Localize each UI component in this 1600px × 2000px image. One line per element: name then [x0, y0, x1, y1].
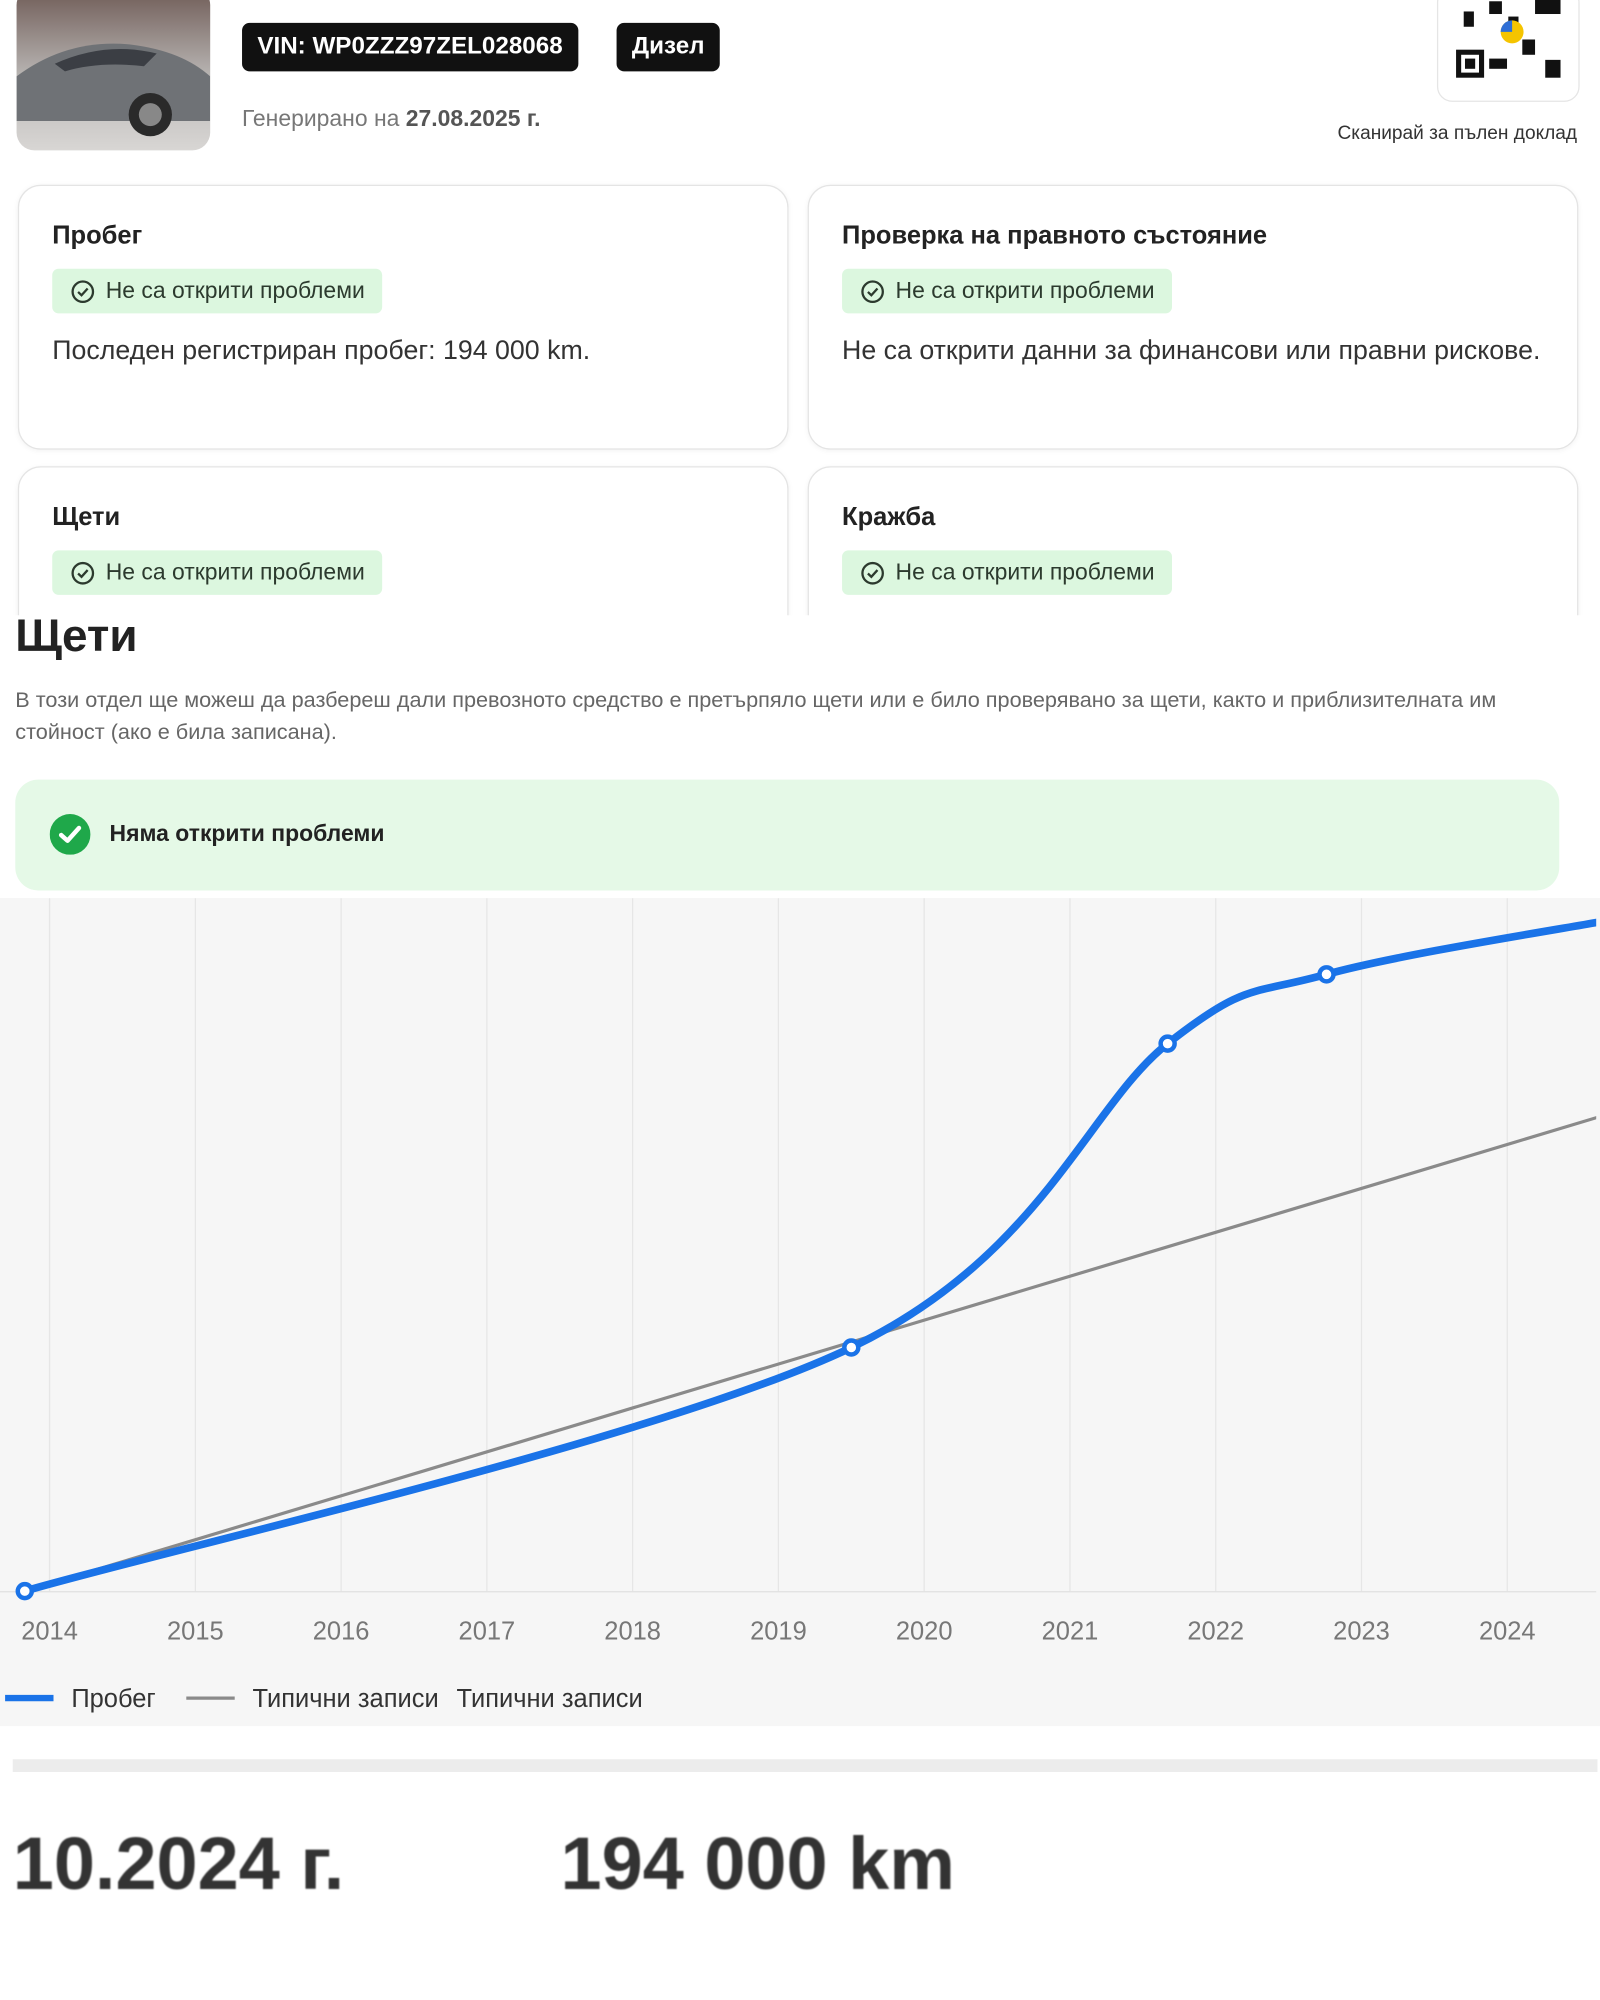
legend-label: Типични записи: [457, 1685, 643, 1713]
card-title: Кражба: [842, 503, 936, 532]
generated-label: Генерирано на: [242, 105, 400, 132]
data-point: [1317, 965, 1336, 984]
x-tick-label: 2023: [1333, 1618, 1390, 1646]
data-point: [15, 1581, 35, 1601]
x-tick-label: 2019: [750, 1618, 807, 1646]
summary-card: Пробег Не са открити проблеми Последен рег…: [17, 184, 789, 450]
car-illustration: [16, 43, 211, 137]
data-point: [842, 1338, 861, 1357]
divider: [12, 1759, 1598, 1772]
data-point: [1158, 1034, 1177, 1053]
check-icon: [71, 561, 95, 584]
x-tick-label: 2021: [1042, 1618, 1099, 1646]
check-icon: [71, 279, 95, 303]
vin-badge: VIN: WP0ZZZ97ZEL028068: [242, 22, 578, 72]
x-tick-label: 2024: [1479, 1618, 1536, 1646]
card-status: Не са открити проблеми: [52, 268, 383, 314]
qr-caption: Сканирай за пълен доклад: [1337, 122, 1578, 144]
card-status-text: Не са открити проблеми: [895, 277, 1155, 304]
x-tick-label: 2017: [459, 1618, 516, 1646]
card-status: Не са открити проблеми: [842, 550, 1173, 595]
series-line: [23, 918, 1597, 1595]
card-status-text: Не са открити проблеми: [105, 559, 365, 585]
generated: Генерирано на 27.08.2025 г.: [242, 106, 540, 133]
qr-pattern: [1453, 0, 1564, 88]
section-title: Щети: [15, 608, 138, 662]
card-title: Проверка на правното състояние: [842, 221, 1268, 250]
card-text: Не са открити данни за финансови или пра…: [842, 336, 1541, 366]
x-tick-label: 2015: [167, 1618, 224, 1646]
x-tick-label: 2018: [604, 1618, 661, 1646]
last-date: 10.2024 г.: [12, 1822, 345, 1906]
mileage-chart: 2014 2015 2016 2017 2018 2019 2020 2021 2022 2023…: [0, 898, 1600, 1727]
summary-card: Кражба Не са открити проблеми: [807, 466, 1579, 616]
summary-card: Проверка на правното състояние Не са откр…: [807, 184, 1579, 450]
status-text: Няма открити проблеми: [109, 820, 385, 846]
section-description: В този отдел ще можеш да разбереш дали п…: [15, 687, 1497, 744]
card-title: Пробег: [52, 221, 143, 250]
last-mileage: 194 000 km: [560, 1822, 955, 1906]
card-text: Последен регистриран пробег: 194 000 km.: [52, 336, 591, 366]
card-status: Не са открити проблеми: [842, 268, 1173, 314]
card-status-text: Не са открити проблеми: [895, 559, 1155, 585]
qr-code[interactable]: [1436, 0, 1580, 102]
fuel-badge: Дизел: [616, 22, 720, 72]
card-title: Щети: [52, 503, 121, 532]
x-tick-label: 2022: [1187, 1618, 1244, 1646]
cards-area: Пробег Не са открити проблеми Последен рег…: [0, 178, 1600, 616]
summary-card: Щети Не са открити проблеми: [17, 466, 789, 616]
check-icon: [861, 279, 884, 303]
status-box: Няма открити проблеми: [15, 779, 1560, 891]
legend-label: Пробег: [71, 1685, 155, 1713]
card-status-text: Не са открити проблеми: [105, 277, 365, 304]
x-tick-label: 2020: [896, 1618, 953, 1646]
x-tick-label: 2014: [21, 1618, 78, 1646]
series-line: [24, 1116, 1597, 1593]
legend-label: Типични записи: [253, 1685, 439, 1713]
status-icon: [49, 814, 91, 855]
generated-date: 27.08.2025 г.: [405, 105, 541, 132]
check-icon: [861, 561, 884, 584]
card-status: Не са открити проблеми: [52, 550, 383, 595]
x-tick-label: 2016: [313, 1618, 370, 1646]
car-photo: [16, 0, 211, 151]
